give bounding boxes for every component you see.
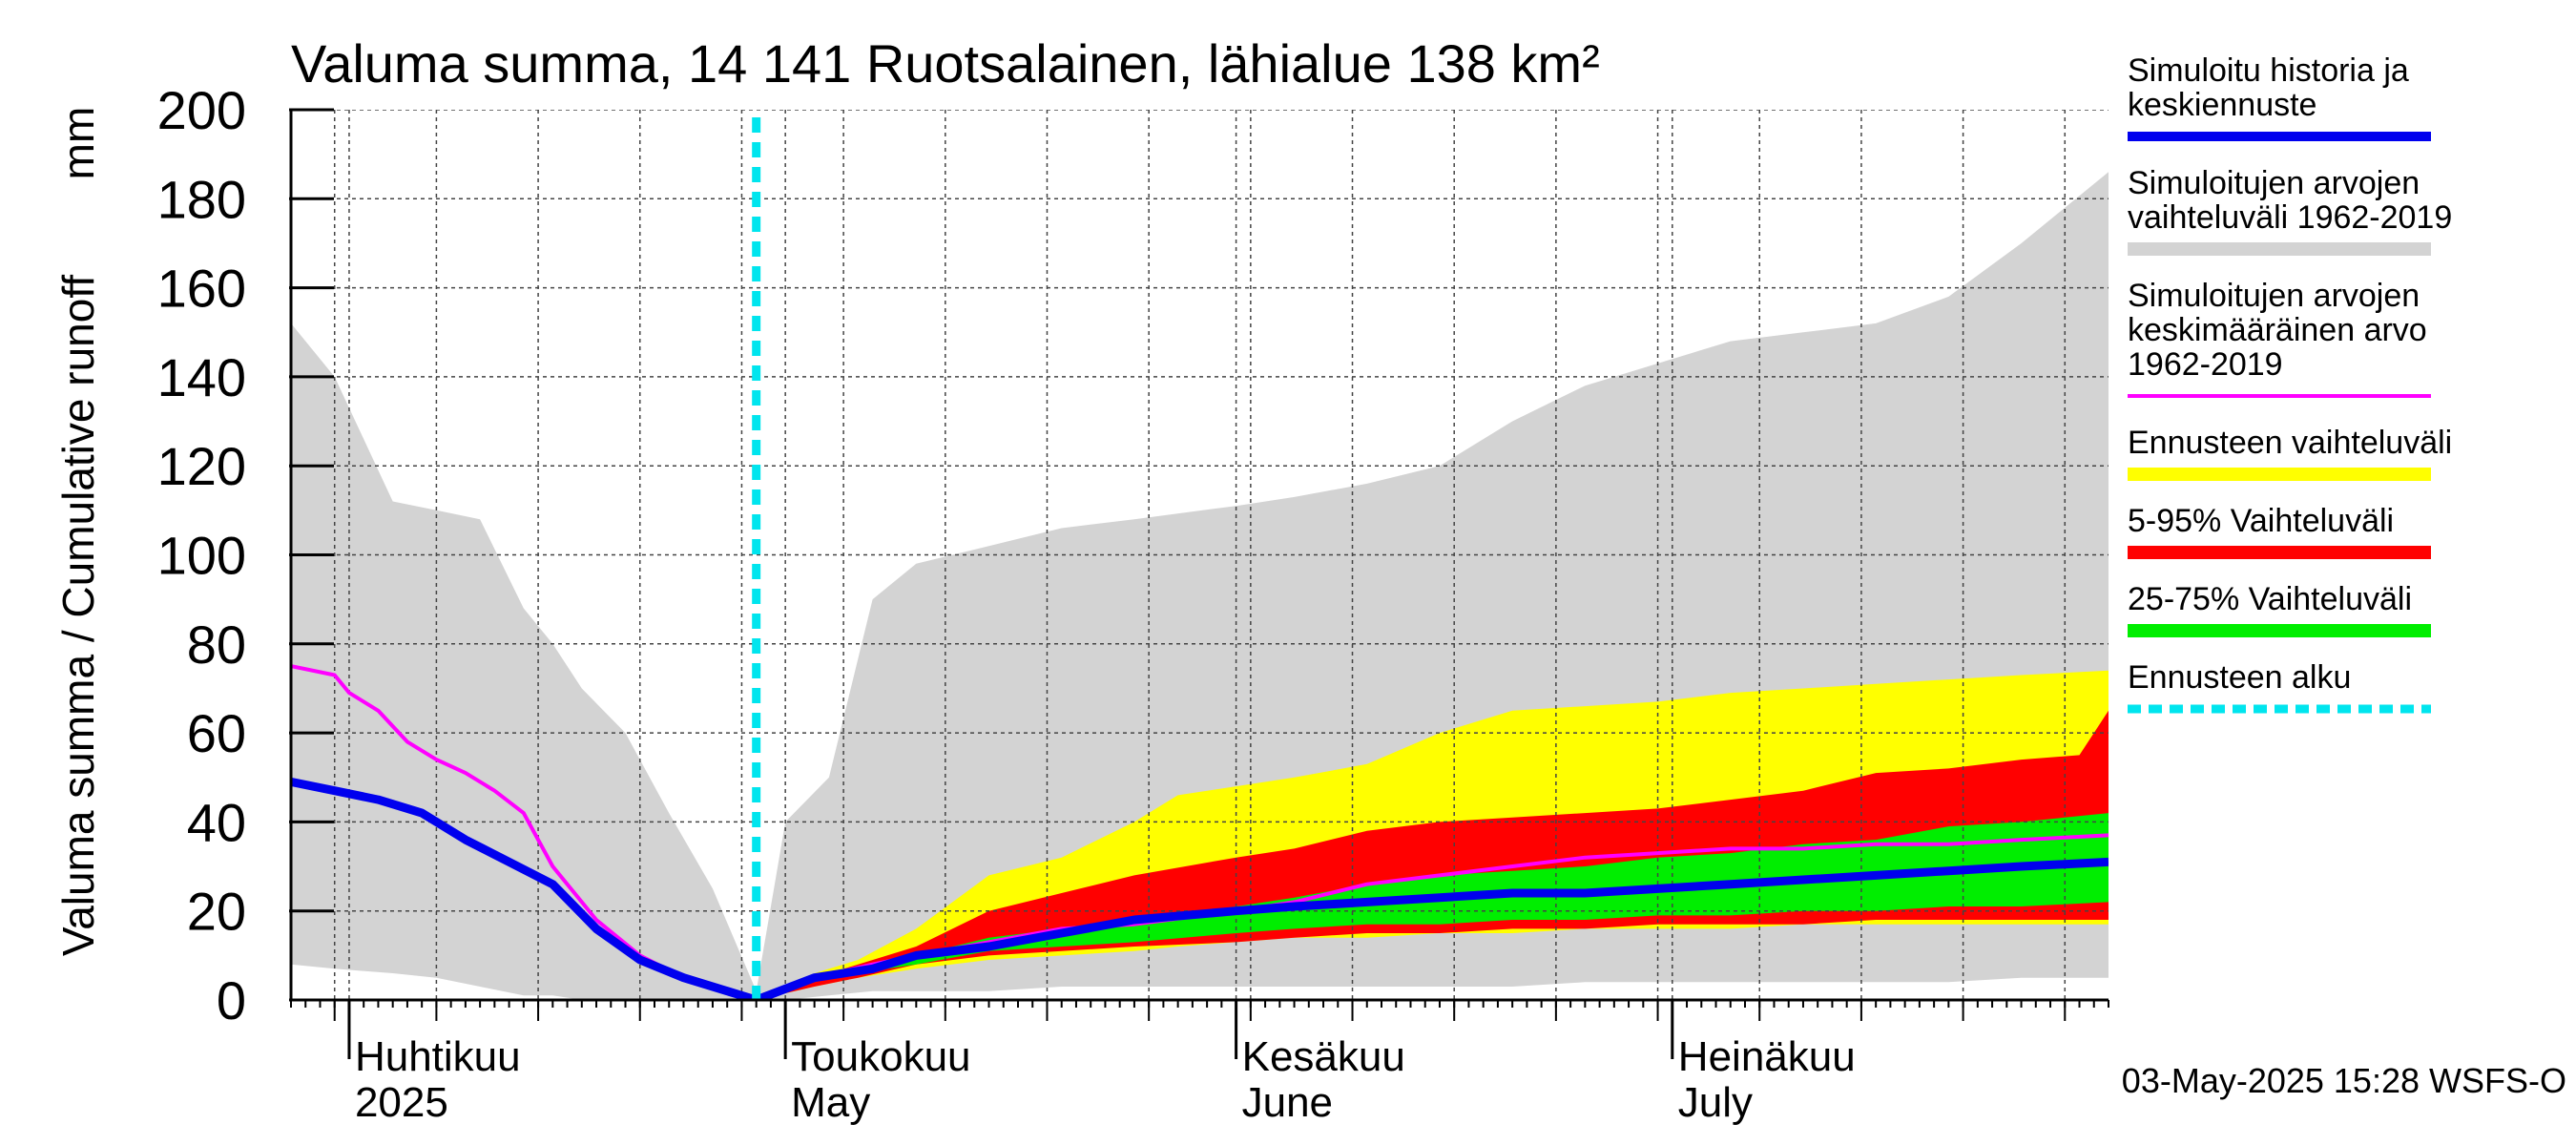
x-month-label-en: 2025 bbox=[355, 1079, 448, 1126]
legend-label: vaihteluväli 1962-2019 bbox=[2128, 199, 2452, 236]
line-simuloitu-historia-ja-keskiennuste bbox=[291, 777, 2109, 1000]
y-tick-label: 60 bbox=[187, 703, 246, 763]
y-tick-label: 140 bbox=[157, 347, 246, 407]
legend-label: Simuloitujen arvojen bbox=[2128, 278, 2420, 314]
y-tick-label: 80 bbox=[187, 614, 246, 675]
plot-area bbox=[291, 110, 2109, 1000]
x-month-label: Toukokuu bbox=[791, 1033, 970, 1080]
y-axis-label: Valuma summa / Cumulative runoff bbox=[53, 275, 103, 956]
y-tick-label: 180 bbox=[157, 169, 246, 229]
y-tick-label: 100 bbox=[157, 526, 246, 586]
grid bbox=[291, 110, 2109, 1000]
x-month-label-en: July bbox=[1678, 1079, 1753, 1126]
x-month-label: Kesäkuu bbox=[1242, 1033, 1405, 1080]
x-month-label-en: May bbox=[791, 1079, 870, 1126]
legend-label: 1962-2019 bbox=[2128, 346, 2283, 383]
legend-label: Ennusteen vaihteluväli bbox=[2128, 425, 2452, 461]
y-axis-unit: mm bbox=[53, 107, 103, 180]
footer-timestamp: 03-May-2025 15:28 WSFS-O bbox=[2122, 1061, 2566, 1100]
y-tick-label: 200 bbox=[157, 80, 246, 140]
x-month-label-en: June bbox=[1242, 1079, 1333, 1126]
legend-label: 5-95% Vaihteluväli bbox=[2128, 503, 2394, 539]
legend-label: keskiennuste bbox=[2128, 87, 2316, 123]
y-tick-label: 20 bbox=[187, 882, 246, 942]
legend-label: keskimääräinen arvo bbox=[2128, 312, 2427, 348]
y-tick-label: 120 bbox=[157, 436, 246, 496]
y-tick-label: 160 bbox=[157, 259, 246, 319]
chart-title: Valuma summa, 14 141 Ruotsalainen, lähia… bbox=[291, 33, 1600, 94]
legend-label: Simuloitujen arvojen bbox=[2128, 165, 2420, 201]
legend-label: Ennusteen alku bbox=[2128, 659, 2351, 696]
legend-label: Simuloitu historia ja bbox=[2128, 52, 2409, 89]
band-25-75-vaihteluv-li bbox=[756, 813, 2109, 1000]
legend-label: 25-75% Vaihteluväli bbox=[2128, 581, 2412, 617]
x-month-label: Huhtikuu bbox=[355, 1033, 521, 1080]
y-tick-label: 40 bbox=[187, 792, 246, 852]
y-tick-label: 0 bbox=[217, 970, 246, 1030]
x-month-label: Heinäkuu bbox=[1678, 1033, 1856, 1080]
